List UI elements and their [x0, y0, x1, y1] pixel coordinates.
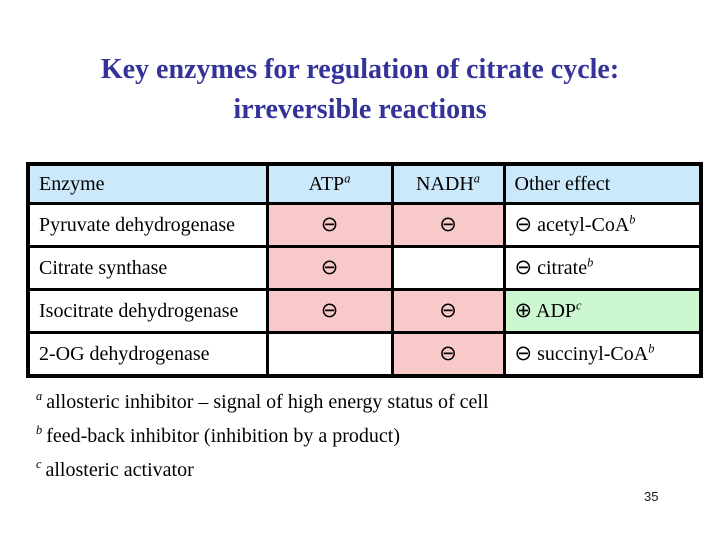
page-number: 35	[644, 489, 659, 504]
cell-nadh-effect: ⊖	[390, 331, 506, 378]
footnote-marker: c	[36, 457, 42, 472]
cell-other-effect: ⊖ citrateb	[502, 245, 703, 291]
cell-nadh-effect: ⊖	[390, 288, 506, 334]
footnote-c: c allosteric activator	[36, 457, 489, 482]
slide-title-line2: irreversible reactions	[233, 94, 487, 125]
table-row: Pyruvate dehydrogenase ⊖ ⊖ ⊖ acetyl-CoAb	[26, 202, 703, 248]
table-row: 2-OG dehydrogenase ⊖ ⊖ succinyl-CoAb	[26, 331, 703, 378]
circled-minus-icon: ⊖	[514, 340, 533, 365]
cell-atp-effect	[265, 331, 394, 378]
other-effect-text: succinyl-CoA	[532, 342, 649, 365]
table-header-row: Enzyme ATPa NADHa Other effect	[26, 162, 703, 205]
header-atp-superscript: a	[344, 170, 351, 185]
circled-minus-icon: ⊖	[439, 340, 457, 365]
enzyme-name: 2-OG dehydrogenase	[39, 342, 210, 365]
circled-minus-icon: ⊖	[439, 297, 457, 322]
header-nadh: NADHa	[390, 162, 506, 205]
table-row: Citrate synthase ⊖ ⊖ citrateb	[26, 245, 703, 291]
other-effect-superscript: b	[648, 340, 655, 355]
footnote-marker: a	[36, 389, 43, 404]
footnote-a: a allosteric inhibitor – signal of high e…	[36, 389, 489, 414]
circled-minus-icon: ⊖	[320, 211, 339, 236]
cell-atp-effect: ⊖	[265, 245, 394, 291]
cell-nadh-effect: ⊖	[390, 202, 506, 248]
circled-minus-icon: ⊖	[320, 297, 339, 322]
other-effect-text: ADP	[532, 299, 577, 322]
other-effect-text: citrate	[532, 256, 588, 279]
slide-title-line1: Key enzymes for regulation of citrate cy…	[100, 54, 620, 85]
header-other-effect-label: Other effect	[514, 172, 611, 195]
enzyme-regulation-table: Enzyme ATPa NADHa Other effect Pyruvate …	[26, 162, 703, 378]
header-nadh-superscript: a	[473, 170, 480, 185]
enzyme-name: Pyruvate dehydrogenase	[39, 213, 236, 236]
footnote-text: allosteric inhibitor – signal of high en…	[46, 391, 489, 413]
enzyme-name: Isocitrate dehydrogenase	[39, 299, 239, 322]
circled-minus-icon: ⊖	[320, 254, 339, 279]
enzyme-name: Citrate synthase	[39, 256, 168, 279]
cell-other-effect: ⊖ succinyl-CoAb	[502, 331, 703, 378]
cell-enzyme-name: 2-OG dehydrogenase	[26, 331, 269, 378]
other-effect-text: acetyl-CoA	[532, 213, 630, 236]
cell-atp-effect: ⊖	[265, 202, 394, 248]
header-atp-label: ATP	[308, 172, 345, 195]
other-effect-superscript: c	[576, 297, 582, 312]
footnote-marker: b	[36, 423, 43, 438]
header-enzyme-label: Enzyme	[39, 172, 105, 195]
other-effect-superscript: b	[587, 254, 594, 269]
cell-enzyme-name: Citrate synthase	[26, 245, 269, 291]
cell-enzyme-name: Isocitrate dehydrogenase	[26, 288, 269, 334]
cell-enzyme-name: Pyruvate dehydrogenase	[26, 202, 269, 248]
circled-minus-icon: ⊖	[514, 254, 533, 279]
header-atp: ATPa	[265, 162, 394, 205]
table-row: Isocitrate dehydrogenase ⊖ ⊖ ⊕ ADPc	[26, 288, 703, 334]
footnote-text: feed-back inhibitor (inhibition by a pro…	[46, 425, 400, 447]
circled-plus-icon: ⊕	[514, 297, 533, 322]
slide-title: Key enzymes for regulation of citrate cy…	[0, 50, 720, 130]
cell-other-effect: ⊕ ADPc	[502, 288, 703, 334]
cell-other-effect: ⊖ acetyl-CoAb	[502, 202, 703, 248]
footnote-b: b feed-back inhibitor (inhibition by a pr…	[36, 423, 489, 448]
footnote-text: allosteric activator	[45, 459, 194, 481]
cell-atp-effect: ⊖	[265, 288, 394, 334]
circled-minus-icon: ⊖	[514, 211, 533, 236]
header-nadh-label: NADH	[416, 172, 474, 195]
header-other-effect: Other effect	[502, 162, 703, 205]
header-enzyme: Enzyme	[26, 162, 269, 205]
circled-minus-icon: ⊖	[439, 211, 457, 236]
cell-nadh-effect	[390, 245, 506, 291]
other-effect-superscript: b	[629, 211, 636, 226]
footnotes: a allosteric inhibitor – signal of high e…	[36, 389, 489, 493]
